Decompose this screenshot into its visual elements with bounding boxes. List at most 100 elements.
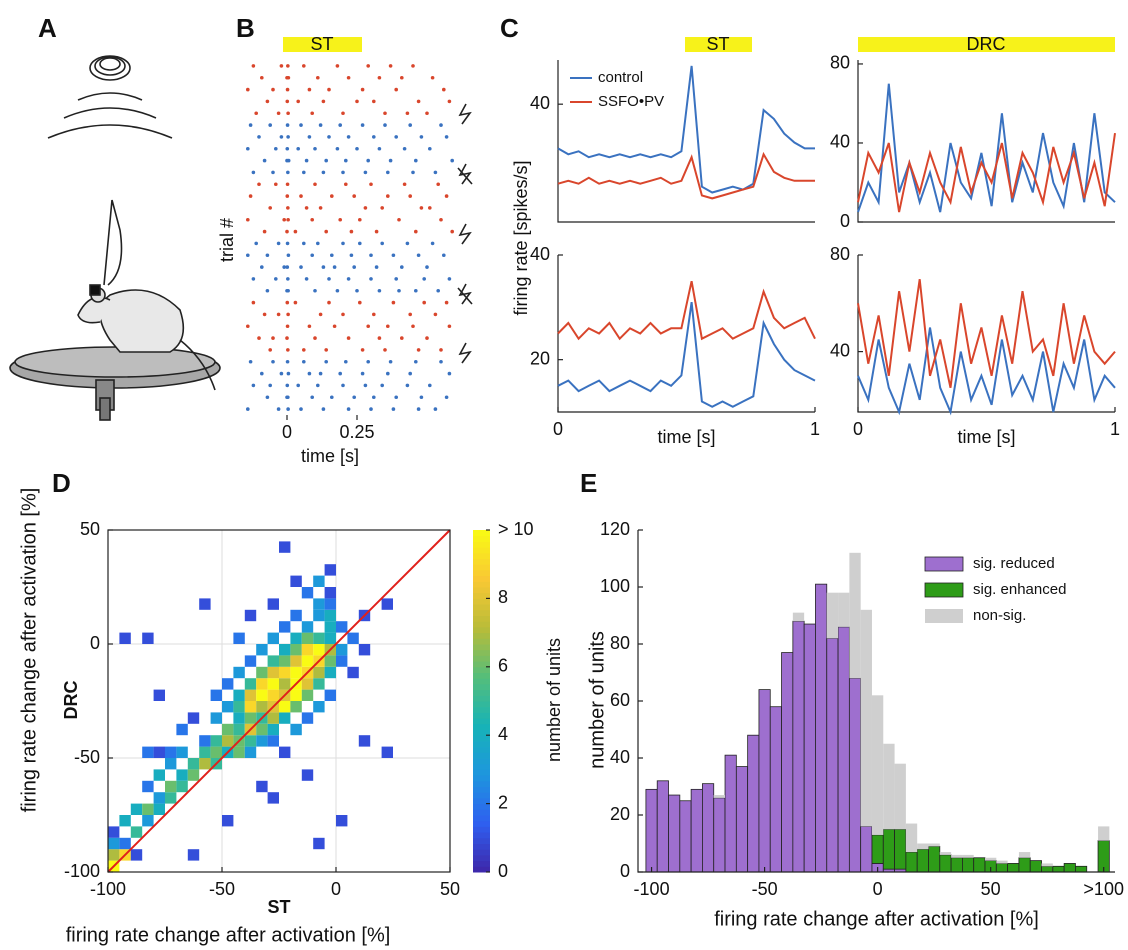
- spike: [433, 407, 438, 411]
- spike: [405, 241, 410, 246]
- spike: [260, 371, 264, 376]
- spike: [286, 158, 291, 163]
- spike: [344, 359, 348, 364]
- heatmap-cell: [313, 701, 325, 713]
- heatmap-cell: [267, 723, 279, 736]
- spike: [324, 359, 329, 364]
- spike: [358, 300, 362, 305]
- spike: [285, 383, 290, 388]
- heatmap-cell: [279, 541, 291, 553]
- spike: [310, 395, 315, 400]
- bar: [837, 626, 850, 873]
- y-axis-label: DRC: [61, 681, 81, 720]
- legend-swatch: [924, 582, 964, 598]
- spike: [257, 336, 261, 340]
- spike: [444, 300, 449, 305]
- spike: [296, 99, 301, 104]
- heatmap-cell: [324, 666, 336, 679]
- colorbar-step: [473, 695, 490, 702]
- heatmap-cell: [142, 815, 154, 827]
- spike: [324, 348, 329, 352]
- bar: [792, 612, 805, 622]
- y-axis-label: number of units: [586, 631, 608, 769]
- colorbar-step: [473, 581, 490, 588]
- spike: [327, 87, 331, 92]
- heatmap-cell: [153, 769, 165, 781]
- panel-label: C: [500, 13, 519, 43]
- spike: [265, 253, 270, 258]
- spike: [425, 265, 429, 269]
- legend-label: non-sig.: [973, 607, 1026, 624]
- spike: [444, 194, 449, 198]
- spike: [411, 170, 415, 175]
- bar: [826, 637, 839, 873]
- spike: [324, 229, 329, 234]
- colorbar-step: [473, 644, 490, 651]
- spike: [262, 158, 267, 163]
- heatmap-cell: [290, 644, 302, 656]
- x-tick-label: -50: [209, 879, 235, 899]
- heatmap-cell: [267, 689, 279, 701]
- spike: [416, 407, 421, 411]
- heatmap-cell: [324, 621, 336, 633]
- spike: [285, 300, 290, 305]
- bar: [995, 863, 1009, 873]
- heatmap-cell: [313, 575, 325, 587]
- heatmap-cell: [256, 780, 268, 793]
- spike: [299, 194, 303, 198]
- y-tick-label: 60: [610, 690, 630, 710]
- illustration: [9, 55, 221, 421]
- spike: [444, 395, 449, 400]
- bar: [713, 797, 726, 873]
- plot-frame: [107, 529, 451, 873]
- heatmap-cell: [347, 632, 359, 644]
- spike: [286, 277, 290, 281]
- spike: [344, 158, 348, 163]
- heatmap-cell: [142, 746, 154, 758]
- spike: [260, 75, 264, 80]
- bar: [860, 826, 873, 873]
- spike: [414, 229, 418, 234]
- heatmap-cell: [176, 746, 188, 758]
- spike: [405, 111, 410, 116]
- spike: [344, 182, 348, 187]
- y-tick-label: 20: [530, 348, 550, 368]
- colorbar-step: [473, 769, 490, 776]
- heatmap-cell: [130, 849, 143, 861]
- spike: [313, 146, 317, 151]
- spike: [405, 383, 410, 388]
- spike: [338, 371, 343, 376]
- spike: [310, 253, 315, 258]
- x-tick-label: 1: [810, 419, 820, 439]
- colorbar-step: [473, 649, 490, 656]
- colorbar-step: [473, 815, 490, 822]
- bar: [996, 860, 1008, 864]
- spike: [313, 336, 317, 340]
- spike: [286, 64, 290, 68]
- spike: [286, 253, 291, 258]
- heatmap-cell: [244, 746, 257, 758]
- spike: [282, 265, 287, 269]
- spike: [251, 383, 256, 388]
- spike: [346, 336, 351, 340]
- heatmap-cell: [142, 803, 154, 815]
- heatmap-cell: [222, 815, 234, 827]
- heatmap-cell: [210, 712, 222, 724]
- heatmap-cell: [313, 837, 325, 850]
- spike: [346, 135, 351, 139]
- spike: [436, 182, 441, 187]
- colorbar-step: [473, 564, 490, 571]
- y-tick-label: 100: [600, 576, 630, 596]
- y-axis-label: firing rate [spikes/s]: [511, 160, 531, 315]
- heatmap-cell: [313, 666, 325, 679]
- bar: [848, 677, 862, 873]
- stimulus-label: ST: [310, 34, 333, 54]
- bar: [950, 857, 963, 873]
- series-line: [557, 151, 815, 200]
- colorbar-step: [473, 609, 490, 616]
- bar: [882, 828, 895, 870]
- colorbar-tick-label: 6: [498, 656, 508, 676]
- series-line: [557, 280, 816, 341]
- spike: [248, 123, 253, 127]
